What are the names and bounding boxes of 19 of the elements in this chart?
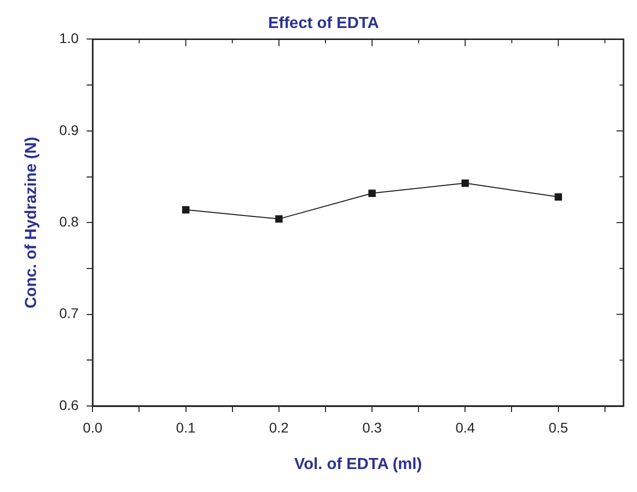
x-tick-label: 0.2 — [269, 419, 289, 436]
x-tick-label: 0.5 — [548, 419, 568, 436]
y-tick-label: 0.7 — [59, 305, 79, 322]
x-tick-label: 0.4 — [455, 419, 476, 436]
y-tick-label: 1.0 — [59, 30, 79, 46]
point — [275, 215, 283, 223]
point — [462, 179, 469, 187]
point — [182, 206, 190, 214]
chart-title: Effect of EDTA — [268, 15, 380, 32]
y-tick-label: 0.9 — [59, 122, 79, 138]
x-tick-label: 0.0 — [82, 419, 103, 436]
y-tick-label: 0.8 — [59, 213, 79, 230]
y-tick-label: 0.6 — [59, 396, 79, 413]
point — [554, 193, 562, 201]
x-tick-label: 0.3 — [362, 419, 382, 436]
point — [368, 190, 376, 197]
y-axis-title: Conc. of Hydrazine (N) — [23, 136, 40, 308]
x-axis-title: Vol. of EDTA (ml) — [294, 456, 422, 473]
x-tick-label: 0.1 — [176, 419, 196, 436]
